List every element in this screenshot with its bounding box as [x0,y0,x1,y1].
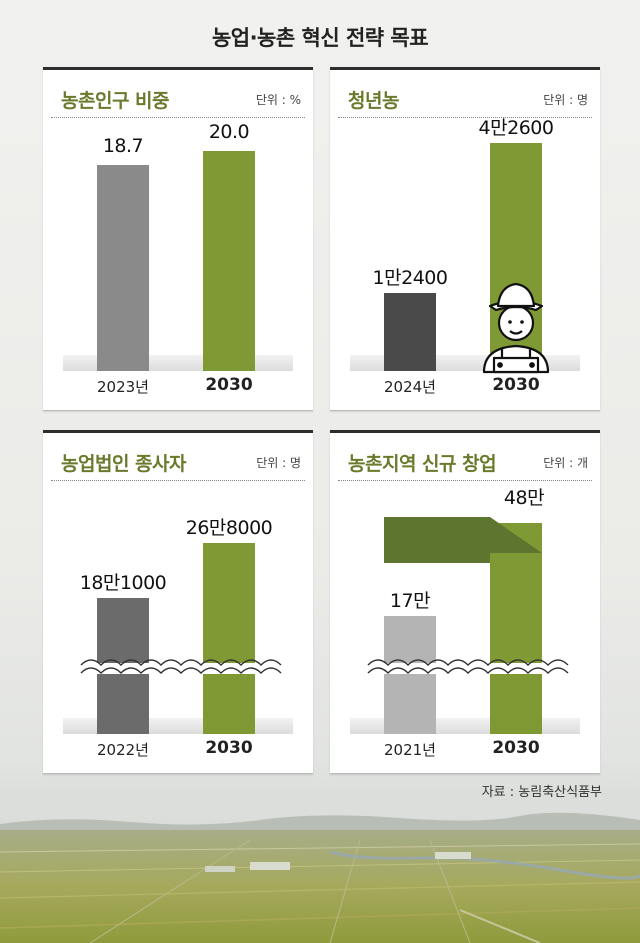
panel-new-startups: 농촌지역 신규 창업 단위 : 개 17만 2021년 48만 2030 [330,430,600,774]
data-label: 17만 [389,590,431,612]
page-title: 농업·농촌 혁신 전략 목표 [211,26,429,50]
title-divider [51,480,305,481]
bar-target [203,151,255,371]
data-label: 20.0 [208,121,250,144]
panel-corporate-workers: 농업법인 종사자 단위 : 명 18만1000 2022년 26만8000 2030 [43,430,313,774]
category-label: 2024년 [384,378,436,396]
data-label: 48만 [503,487,545,509]
chart-title: 농촌지역 신규 창업 [348,453,497,475]
source-note: 자료 : 농림축산식품부 [481,785,602,800]
bar-target [490,523,542,734]
chart-unit: 단위 : 명 [543,93,588,107]
chart-unit: 단위 : % [255,93,301,107]
bar-current [97,598,149,734]
category-label: 2030 [205,738,253,758]
data-label: 18만1000 [79,572,167,594]
category-label: 2022년 [97,741,149,759]
farmland-background-image [0,800,640,943]
bar-target [490,142,542,371]
category-label: 2030 [205,375,253,395]
category-label: 2021년 [384,741,436,759]
bar-current [97,164,149,371]
category-label: 2030 [492,738,540,758]
bar-current [384,293,436,371]
bar-current [384,616,436,734]
data-label: 26만8000 [185,517,273,539]
chart-title: 청년농 [348,90,399,112]
title-divider [338,480,592,481]
data-label: 18.7 [102,134,144,157]
chart-title: 농업법인 종사자 [61,453,186,475]
chart-unit: 단위 : 명 [256,456,301,470]
chart-title: 농촌인구 비중 [61,90,170,112]
bar-target [203,543,255,734]
data-label: 4만2600 [478,116,554,139]
data-label: 1만2400 [372,267,448,290]
chart-unit: 단위 : 개 [543,456,588,470]
title-divider [338,117,592,118]
category-label: 2023년 [97,378,149,396]
panel-rural-population: 농촌인구 비중 단위 : % 18.7 2023년 20.0 2030 [43,67,313,411]
panel-young-farmers: 청년농 단위 : 명 1만2400 2024년 4만2600 2030 [330,67,600,411]
title-divider [51,117,305,118]
category-label: 2030 [492,375,540,395]
